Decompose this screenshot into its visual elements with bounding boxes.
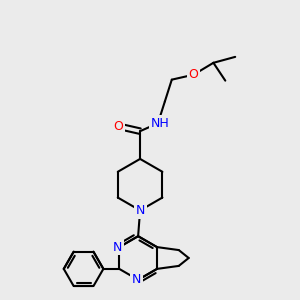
- Text: N: N: [112, 241, 122, 254]
- Text: O: O: [189, 68, 199, 81]
- Text: NH: NH: [151, 117, 169, 130]
- Text: N: N: [135, 204, 145, 217]
- Text: O: O: [113, 120, 123, 133]
- Text: N: N: [131, 273, 141, 286]
